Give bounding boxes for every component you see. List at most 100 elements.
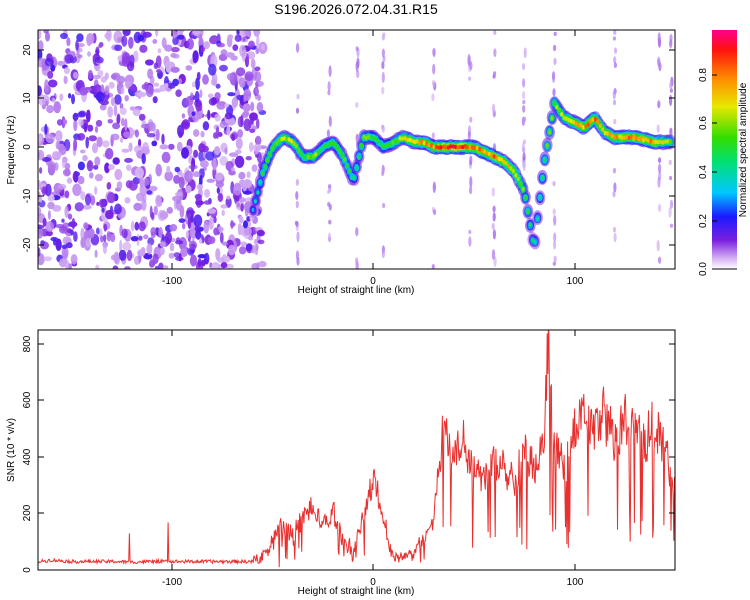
noise-blob xyxy=(114,203,122,215)
streak-blob xyxy=(613,47,618,54)
ridge-point xyxy=(519,181,523,186)
noise-blob xyxy=(221,209,225,216)
noise-blob xyxy=(242,36,246,42)
snr-y-ticks xyxy=(38,343,675,571)
noise-blob xyxy=(191,81,196,88)
noise-blob xyxy=(116,113,121,124)
noise-blob xyxy=(237,129,244,138)
noise-blob xyxy=(77,161,85,171)
noise-blob xyxy=(168,143,175,150)
ridge-point xyxy=(598,123,602,128)
noise-blob xyxy=(159,241,166,248)
ridge-point xyxy=(596,119,600,125)
noise-blob xyxy=(61,244,68,250)
ridge-point xyxy=(294,144,298,149)
noise-blob xyxy=(71,94,75,105)
noise-blob xyxy=(138,113,146,121)
ridge-point xyxy=(273,142,277,148)
streak-blob xyxy=(658,256,662,264)
noise-blob xyxy=(198,168,205,179)
noise-blob xyxy=(149,260,155,268)
ridge-point xyxy=(618,134,621,139)
noise-blob xyxy=(186,38,194,50)
noise-blob xyxy=(73,118,78,132)
noise-blob xyxy=(225,263,234,269)
noise-blob xyxy=(130,220,135,232)
streak-blob xyxy=(492,212,496,222)
ridge-layer-band xyxy=(249,97,674,247)
ridge-point xyxy=(478,146,482,152)
streak-blob xyxy=(296,42,300,53)
colorbar-gradient xyxy=(712,30,737,269)
noise-blob xyxy=(116,181,123,190)
streak-blob xyxy=(469,116,473,123)
ridge-point xyxy=(454,144,458,150)
noise-blob xyxy=(123,131,131,138)
noise-blob xyxy=(113,104,118,117)
streak-blob xyxy=(256,48,260,54)
spectrogram-noise xyxy=(38,30,268,269)
colorbar: 0.0 0.2 0.4 0.6 0.8 Normalized spectral … xyxy=(698,30,749,276)
ridge-point xyxy=(531,238,535,243)
noise-blob xyxy=(132,108,141,117)
streak-blob xyxy=(492,103,496,114)
noise-blob xyxy=(170,46,180,53)
noise-blob xyxy=(226,125,231,136)
streak-blob xyxy=(467,131,471,141)
streak-blob xyxy=(355,61,359,73)
noise-blob xyxy=(207,93,214,99)
noise-blob xyxy=(179,205,185,218)
ridge-point xyxy=(321,145,325,150)
streak-blob xyxy=(431,132,435,138)
ridge-point xyxy=(606,131,609,136)
noise-blob xyxy=(175,30,185,33)
ridge-point xyxy=(642,137,646,143)
noise-blob xyxy=(203,41,211,50)
noise-blob xyxy=(205,151,215,161)
streak-blob xyxy=(522,63,526,70)
noise-blob xyxy=(214,92,221,100)
streak-blob xyxy=(657,58,661,67)
noise-blob xyxy=(256,229,265,237)
noise-blob xyxy=(176,141,183,152)
ridge-layer-band xyxy=(247,96,675,250)
x-tick-label: -100 xyxy=(162,276,182,287)
noise-blob xyxy=(246,30,251,38)
ridge-point xyxy=(405,137,409,142)
streak-blob xyxy=(668,206,672,218)
noise-blob xyxy=(254,66,261,72)
noise-blob xyxy=(242,179,253,189)
noise-blob xyxy=(157,48,162,54)
noise-blob xyxy=(154,265,159,269)
streak-blob xyxy=(255,82,259,89)
ridge-point xyxy=(567,117,571,123)
noise-blob xyxy=(187,217,192,229)
noise-blob xyxy=(114,44,123,52)
noise-blob xyxy=(55,224,65,229)
streak-blob xyxy=(254,239,258,248)
noise-blob xyxy=(61,245,69,259)
noise-blob xyxy=(136,206,141,211)
noise-blob xyxy=(199,160,209,168)
noise-blob xyxy=(199,89,203,98)
noise-blob xyxy=(93,84,102,94)
spectrogram-y-ticks xyxy=(38,49,675,246)
noise-blob xyxy=(156,129,160,141)
streak-blob xyxy=(381,171,385,177)
noise-blob xyxy=(64,259,70,269)
ridge-point xyxy=(251,207,255,213)
snr-frame xyxy=(37,329,676,571)
ridge-point xyxy=(456,145,460,150)
noise-blob xyxy=(185,96,194,107)
noise-blob xyxy=(99,103,107,111)
ridge-point xyxy=(591,117,595,122)
noise-blob xyxy=(170,66,180,73)
noise-blob xyxy=(202,74,209,85)
noise-blob xyxy=(172,53,180,59)
streak-blob xyxy=(669,199,674,209)
noise-blob xyxy=(232,44,239,51)
ridge-point xyxy=(316,150,320,155)
noise-blob xyxy=(158,262,164,269)
noise-blob xyxy=(240,203,244,212)
noise-blob xyxy=(155,194,162,207)
